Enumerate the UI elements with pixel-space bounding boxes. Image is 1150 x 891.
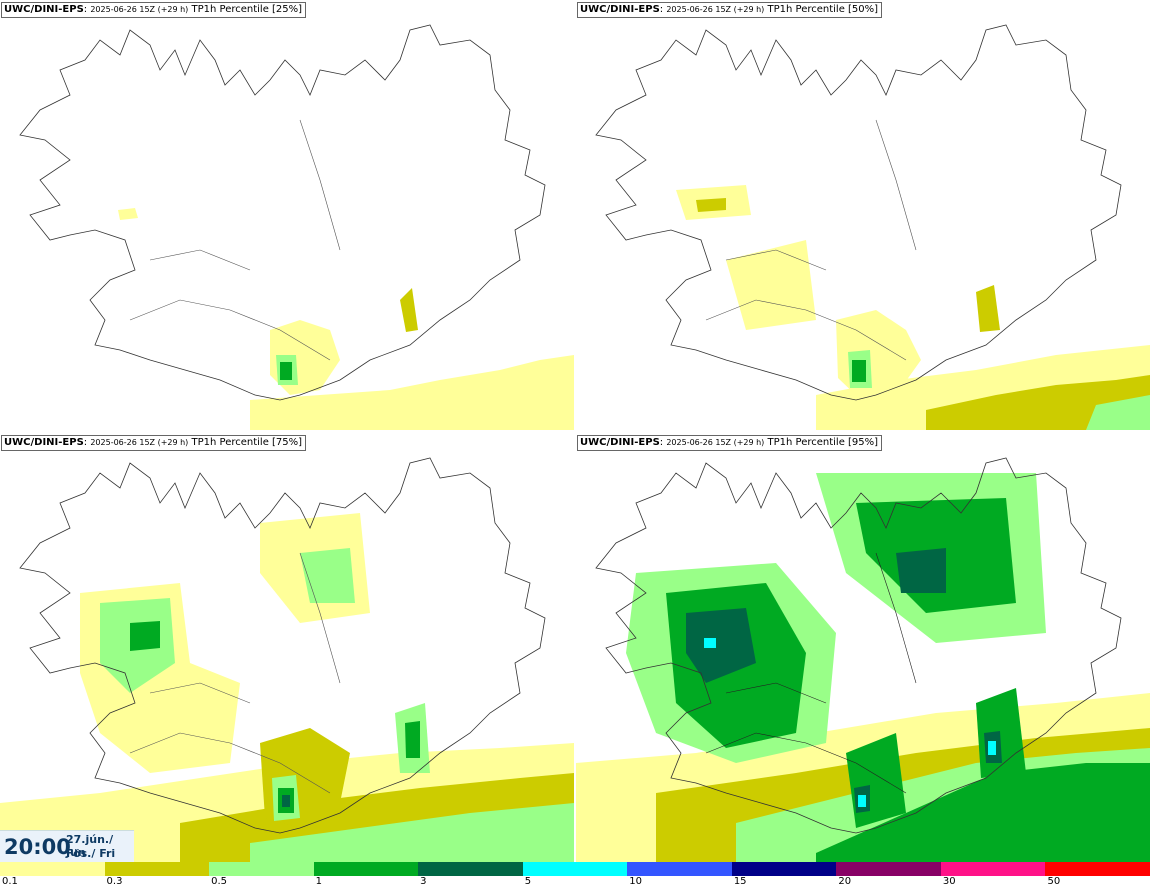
map-panel-p75: UWC/DINI-EPS: 2025-06-26 15Z (+29 h) TP1… bbox=[0, 433, 574, 863]
model-label: UWC/DINI-EPS bbox=[4, 437, 84, 448]
panel-title: TP1h Percentile [50%] bbox=[767, 4, 879, 15]
iceland-map bbox=[0, 457, 574, 863]
legend-swatch bbox=[1045, 862, 1150, 876]
precip-legend: 0.1 0.3 0.5 1 3 5 10 15 20 30 50 bbox=[0, 862, 1150, 891]
valid-date: 27.jún./ Jun bbox=[66, 833, 114, 859]
legend-tick-label: 1 bbox=[315, 876, 322, 887]
run-label: 2025-06-26 15Z (+29 h) bbox=[90, 438, 189, 447]
panel-header: UWC/DINI-EPS: 2025-06-26 15Z (+29 h) TP1… bbox=[1, 2, 307, 18]
panel-title: TP1h Percentile [95%] bbox=[767, 437, 879, 448]
iceland-map bbox=[595, 24, 1150, 430]
model-label: UWC/DINI-EPS bbox=[580, 4, 660, 15]
panel-header: UWC/DINI-EPS: 2025-06-26 15Z (+29 h) TP1… bbox=[577, 435, 883, 451]
legend-swatch bbox=[209, 862, 314, 876]
legend-swatch bbox=[0, 862, 105, 876]
iceland-map bbox=[19, 24, 574, 430]
legend-tick-label: 20 bbox=[838, 876, 852, 887]
legend-swatch bbox=[522, 862, 628, 876]
panel-title: TP1h Percentile [25%] bbox=[191, 4, 303, 15]
valid-day: Fös./ Fri bbox=[66, 847, 116, 860]
legend-tick-label: 0.1 bbox=[2, 876, 18, 887]
panel-header: UWC/DINI-EPS: 2025-06-26 15Z (+29 h) TP1… bbox=[577, 2, 883, 18]
legend-swatch bbox=[940, 862, 1046, 876]
map-panel-p25: UWC/DINI-EPS: 2025-06-26 15Z (+29 h) TP1… bbox=[0, 0, 574, 430]
legend-tick-label: 3 bbox=[420, 876, 427, 887]
valid-time-box: 20:00 27.jún./ Jun Fös./ Fri bbox=[0, 830, 134, 863]
legend-tick-label: 15 bbox=[733, 876, 747, 887]
map-panel-p95: UWC/DINI-EPS: 2025-06-26 15Z (+29 h) TP1… bbox=[576, 433, 1150, 863]
panel-header: UWC/DINI-EPS: 2025-06-26 15Z (+29 h) TP1… bbox=[1, 435, 307, 451]
legend-tick-label: 50 bbox=[1047, 876, 1061, 887]
legend-tick-label: 30 bbox=[942, 876, 956, 887]
legend-tick-label: 5 bbox=[524, 876, 532, 887]
iceland-map bbox=[576, 457, 1150, 863]
model-label: UWC/DINI-EPS bbox=[4, 4, 84, 15]
legend-swatch bbox=[104, 862, 210, 876]
legend-swatch bbox=[418, 862, 523, 876]
legend-tick-label: 10 bbox=[629, 876, 642, 887]
legend-tick-label: 0.3 bbox=[106, 876, 123, 887]
legend-swatch bbox=[731, 862, 837, 876]
legend-swatch bbox=[313, 862, 419, 876]
valid-hour: 20:00 bbox=[4, 835, 71, 859]
run-label: 2025-06-26 15Z (+29 h) bbox=[90, 5, 189, 14]
legend-tick-label: 0.5 bbox=[211, 876, 227, 887]
run-label: 2025-06-26 15Z (+29 h) bbox=[666, 438, 765, 447]
panel-title: TP1h Percentile [75%] bbox=[191, 437, 303, 448]
legend-swatch bbox=[627, 862, 732, 876]
legend-colorbar bbox=[0, 862, 1150, 876]
legend-swatch bbox=[836, 862, 941, 876]
map-panel-p50: UWC/DINI-EPS: 2025-06-26 15Z (+29 h) TP1… bbox=[576, 0, 1150, 430]
model-label: UWC/DINI-EPS bbox=[580, 437, 660, 448]
run-label: 2025-06-26 15Z (+29 h) bbox=[666, 5, 765, 14]
